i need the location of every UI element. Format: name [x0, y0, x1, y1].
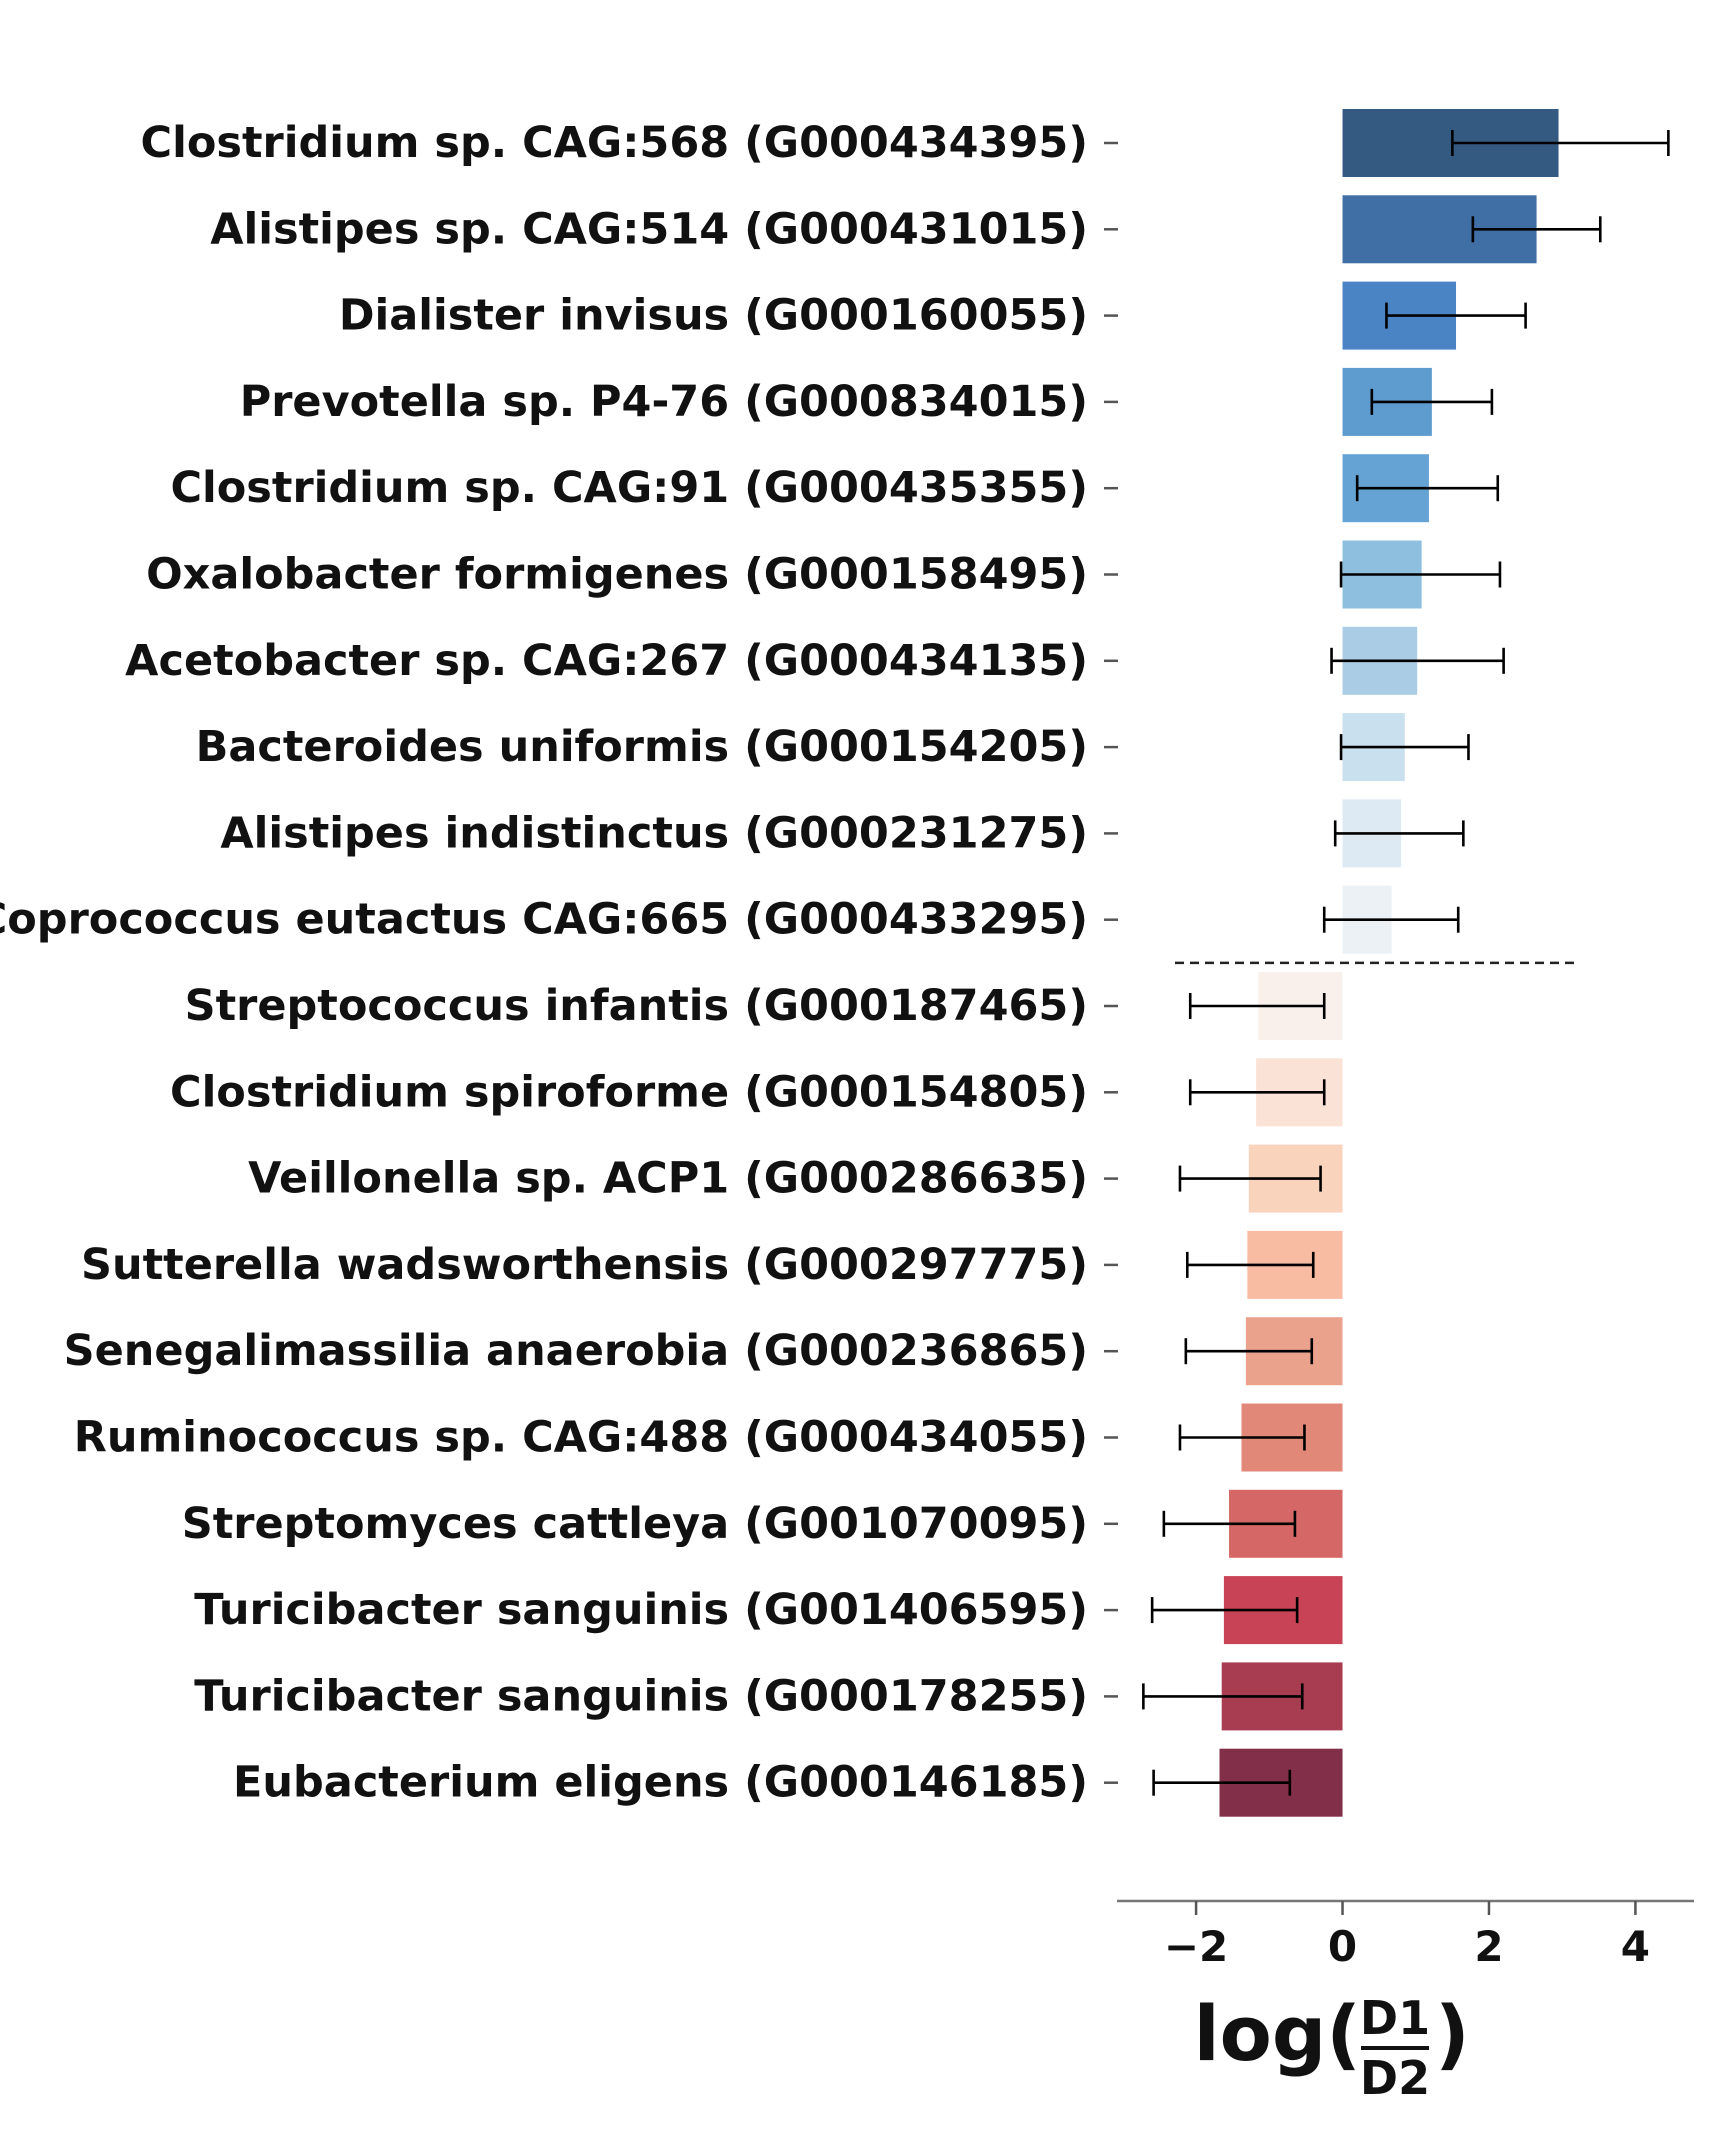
category-labels-layer: Clostridium sp. CAG:568 (G000434395) Alis…: [0, 118, 1118, 1808]
category-label: Prevotella sp. P4-76 (G000834015): [240, 377, 1088, 427]
category-label: Bacteroides uniformis (G000154205): [196, 722, 1088, 772]
category-label: Turicibacter sanguinis (G001406595): [194, 1585, 1088, 1635]
category-label: Dialister invisus (G000160055): [339, 291, 1088, 341]
category-label: Alistipes indistinctus (G000231275): [220, 808, 1088, 858]
category-label: Clostridium spiroforme (G000154805): [170, 1067, 1088, 1117]
x-axis-label: log( D1 D2 ): [1194, 1989, 1470, 2105]
error-bars-layer: [1142, 130, 1670, 1796]
category-label: Alistipes sp. CAG:514 (G000431015): [210, 204, 1088, 254]
x-axis-label-prefix: log(: [1194, 1989, 1361, 2078]
x-axis-label-numerator: D1: [1360, 1991, 1430, 2045]
category-label: Clostridium sp. CAG:91 (G000435355): [170, 463, 1088, 513]
category-label: Clostridium sp. CAG:568 (G000434395): [141, 118, 1088, 168]
x-tick-label: 4: [1621, 1922, 1650, 1971]
x-tick-label: 0: [1328, 1922, 1357, 1971]
x-tick-label: 2: [1474, 1922, 1503, 1971]
category-label: Turicibacter sanguinis (G000178255): [194, 1671, 1088, 1721]
category-label: Streptococcus infantis (G000187465): [185, 981, 1088, 1031]
category-label: Eubacterium eligens (G000146185): [233, 1758, 1088, 1808]
category-label: Acetobacter sp. CAG:267 (G000434135): [125, 636, 1088, 686]
x-tick-label: −2: [1164, 1922, 1228, 1971]
category-label: Veillonella sp. ACP1 (G000286635): [248, 1154, 1088, 1204]
category-label: Oxalobacter formigenes (G000158495): [146, 550, 1088, 600]
category-label: Senegalimassilia anaerobia (G000236865): [64, 1326, 1088, 1376]
category-label: Ruminococcus sp. CAG:488 (G000434055): [74, 1413, 1088, 1463]
category-label: Coprococcus eutactus CAG:665 (G000433295…: [0, 895, 1088, 945]
x-axis-label-suffix: ): [1435, 1989, 1470, 2078]
category-label: Streptomyces cattleya (G001070095): [182, 1499, 1088, 1549]
x-axis: −2 0 2 4: [1117, 1899, 1694, 1971]
x-axis-label-denominator: D2: [1360, 2051, 1430, 2105]
category-label: Sutterella wadsworthensis (G000297775): [81, 1240, 1088, 1290]
